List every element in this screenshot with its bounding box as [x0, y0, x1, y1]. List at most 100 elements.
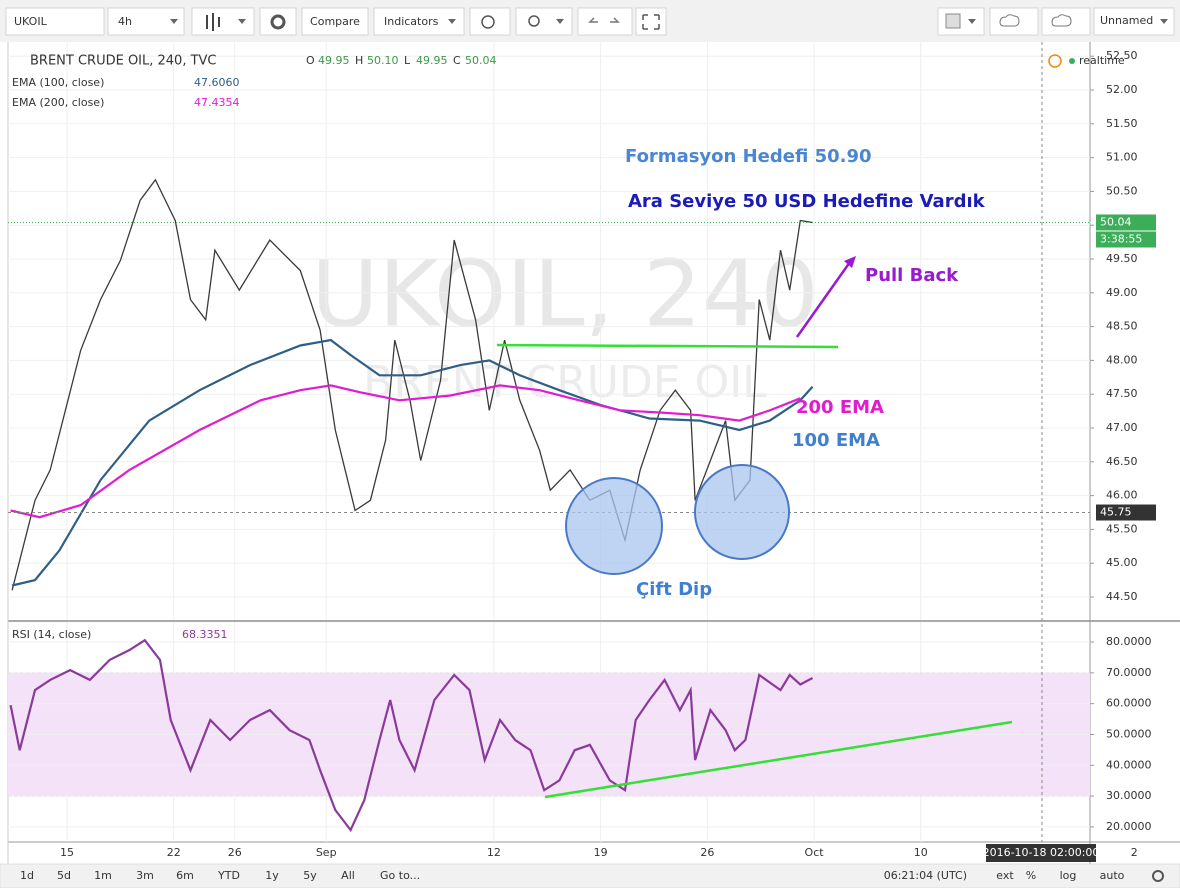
y-tick-label: 52.00 [1106, 83, 1138, 96]
dropdown-arrow [170, 19, 178, 24]
y-tick-label: 20.0000 [1106, 820, 1152, 833]
undo-redo[interactable] [577, 7, 633, 36]
range-button[interactable]: 1m [94, 869, 112, 882]
y-tick-label: 52.50 [1106, 49, 1138, 62]
range-button[interactable]: All [341, 869, 355, 882]
layout-name: Unnamed [1100, 14, 1153, 27]
crosshair-price: 45.75 [1100, 506, 1132, 519]
rsi-trendline [544, 720, 1013, 799]
scale-option[interactable]: % [1026, 869, 1036, 882]
legend-value: 47.6060 [194, 76, 240, 89]
scale-option[interactable]: auto [1100, 869, 1125, 882]
ohlc-legend: O 49.95 H 50.10 L 49.95 C 50.04 [306, 54, 497, 67]
annotation: Formasyon Hedefi 50.90 [625, 146, 872, 167]
y-tick-label: 47.00 [1106, 421, 1138, 434]
range-button[interactable]: 1d [20, 869, 34, 882]
ohlc-value: 50.10 [367, 54, 399, 67]
save-button[interactable] [1041, 7, 1091, 36]
y-tick-label: 46.50 [1106, 455, 1138, 468]
indicators-button[interactable] [373, 7, 465, 36]
y-tick-label: 45.00 [1106, 556, 1138, 569]
dropdown-arrow [448, 19, 456, 24]
y-tick-label: 80.0000 [1106, 635, 1152, 648]
ohlc-value: 49.95 [416, 54, 448, 67]
y-tick-label: 46.00 [1106, 489, 1138, 502]
symbol-box[interactable] [5, 7, 105, 36]
scale-option[interactable]: ext [996, 869, 1014, 882]
chart-style-button[interactable] [191, 7, 255, 36]
y-tick-label: 30.0000 [1106, 789, 1152, 802]
alert-button[interactable] [469, 7, 511, 36]
y-tick-label: 45.50 [1106, 522, 1138, 535]
double-bottom-circle [694, 464, 790, 560]
layout-button[interactable] [1093, 7, 1175, 36]
arrow-head [844, 256, 856, 268]
dropdown-arrow [556, 19, 564, 24]
dropdown-arrow [238, 19, 246, 24]
watermark-symbol: UKOIL, 240 [311, 240, 819, 347]
y-tick-label: 50.0000 [1106, 727, 1152, 740]
annotation: Çift Dip [636, 579, 712, 600]
y-tick-label: 40.0000 [1106, 758, 1152, 771]
candle-icon [206, 13, 220, 31]
x-tick-label: 2 [1131, 846, 1138, 859]
load-button[interactable] [989, 7, 1039, 36]
countdown: 3:38:55 [1100, 232, 1142, 245]
x-tick-label: 12 [487, 846, 501, 859]
ohlc-label: O [306, 54, 315, 67]
clock: 06:21:04 (UTC) [884, 869, 967, 882]
status-dot [1069, 58, 1075, 64]
color-button[interactable] [937, 7, 985, 36]
annotation: 200 EMA [796, 397, 884, 418]
scale-option[interactable]: log [1060, 869, 1077, 882]
double-bottom-circle [565, 477, 663, 575]
annotation: Pull Back [865, 265, 959, 286]
legend-name: EMA (200, close) [12, 96, 104, 109]
cloud-icon [1051, 14, 1072, 27]
countdown-tag [1096, 231, 1156, 248]
footer-buttons: 1d 5d 1m 3m 6m YTD 1y 5y All Go to... ext% log auto [20, 869, 1125, 882]
range-button[interactable]: 6m [176, 869, 194, 882]
legend-name: RSI (14, close) [12, 628, 91, 641]
fullscreen-icon [642, 14, 660, 30]
plot: 50.04 3:38:55 45.75 Formasyon Hedefi 50.90 A… [8, 146, 1156, 833]
y-tick-label: 60.0000 [1106, 697, 1152, 710]
chart-title: BRENT CRUDE OIL, 240, TVC [30, 54, 217, 69]
pullback-arrow [795, 261, 852, 338]
fullscreen-button[interactable] [635, 7, 667, 36]
dropdown-arrow [968, 19, 976, 24]
status: realtime [1079, 54, 1125, 67]
goto-button[interactable]: Go to... [380, 869, 420, 882]
cloud-icon [999, 14, 1020, 27]
ohlc-label: H [355, 54, 363, 67]
y-tick-label: 51.50 [1106, 117, 1138, 130]
ohlc-value: 50.04 [465, 54, 497, 67]
last-price-tag [1096, 214, 1156, 231]
color-swatch [945, 13, 961, 29]
neckline [496, 343, 839, 349]
dropdown-arrow [1160, 19, 1168, 24]
annotation: Ara Seviye 50 USD Hedefine Vardık [628, 191, 986, 212]
y-tick-label: 50.50 [1106, 184, 1138, 197]
range-button[interactable]: 1y [265, 869, 279, 882]
x-tick-label: Oct [805, 846, 825, 859]
range-button[interactable]: 5y [303, 869, 317, 882]
alarm-icon [481, 15, 495, 29]
grid: 15 22 26 Sep 12 19 26 Oct 10 2 44.50 45.00 45.50 46.0… [8, 42, 1152, 859]
y-tick-label: 49.50 [1106, 252, 1138, 265]
compare-button[interactable] [301, 7, 369, 36]
range-button[interactable]: YTD [217, 869, 240, 882]
watermark: UKOIL, 240 BRENT CRUDE OIL [311, 240, 819, 408]
interval-box[interactable] [107, 7, 185, 36]
gear-icon [270, 14, 286, 30]
range-button[interactable]: 5d [57, 869, 71, 882]
settings-button[interactable] [259, 7, 297, 36]
range-button[interactable]: 3m [136, 869, 154, 882]
template-button[interactable] [515, 7, 573, 36]
watermark-name: BRENT CRUDE OIL [363, 357, 767, 408]
y-tick-label: 51.00 [1106, 151, 1138, 164]
y-tick-label: 49.00 [1106, 286, 1138, 299]
settings-icon [1152, 870, 1164, 882]
